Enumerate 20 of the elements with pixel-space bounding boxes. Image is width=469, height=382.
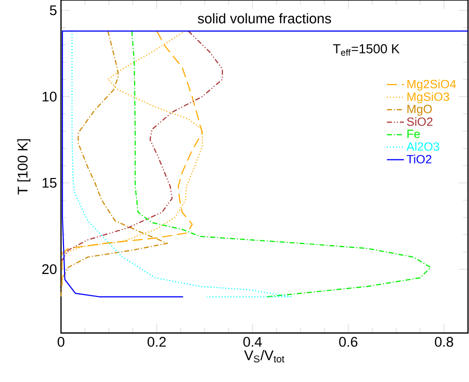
y-tick-label: 15 bbox=[42, 178, 56, 188]
annotation: T$_{eff}$=1500 K bbox=[333, 44, 400, 56]
legend-label: SiO2 bbox=[407, 117, 432, 126]
x-tick-label: 0.8 bbox=[434, 336, 454, 347]
x-axis-title: V$_{S}$/V$_{tot}$ bbox=[244, 350, 284, 362]
y-tick-label: 5 bbox=[50, 5, 56, 16]
x-tick-label: 0 bbox=[58, 336, 64, 347]
x-tick-label: 0.4 bbox=[243, 336, 262, 347]
y-tick-label: 20 bbox=[42, 264, 57, 274]
legend-label: Fe bbox=[407, 130, 420, 138]
legend-label: MgSiO3 bbox=[407, 92, 450, 104]
legend-label: Mg2SiO4 bbox=[407, 80, 456, 91]
x-tick-label: 0.6 bbox=[339, 336, 358, 347]
x-tick-label: 0.2 bbox=[148, 336, 166, 347]
legend-label: Al2O3 bbox=[406, 142, 440, 151]
legend-label: MgO bbox=[407, 104, 432, 116]
text: solid volume fractions bbox=[198, 13, 332, 24]
y-tick-label: 10 bbox=[42, 92, 57, 102]
legend-label: TiO2 bbox=[406, 154, 432, 164]
y-axis-title: T [100 K] bbox=[17, 139, 30, 194]
